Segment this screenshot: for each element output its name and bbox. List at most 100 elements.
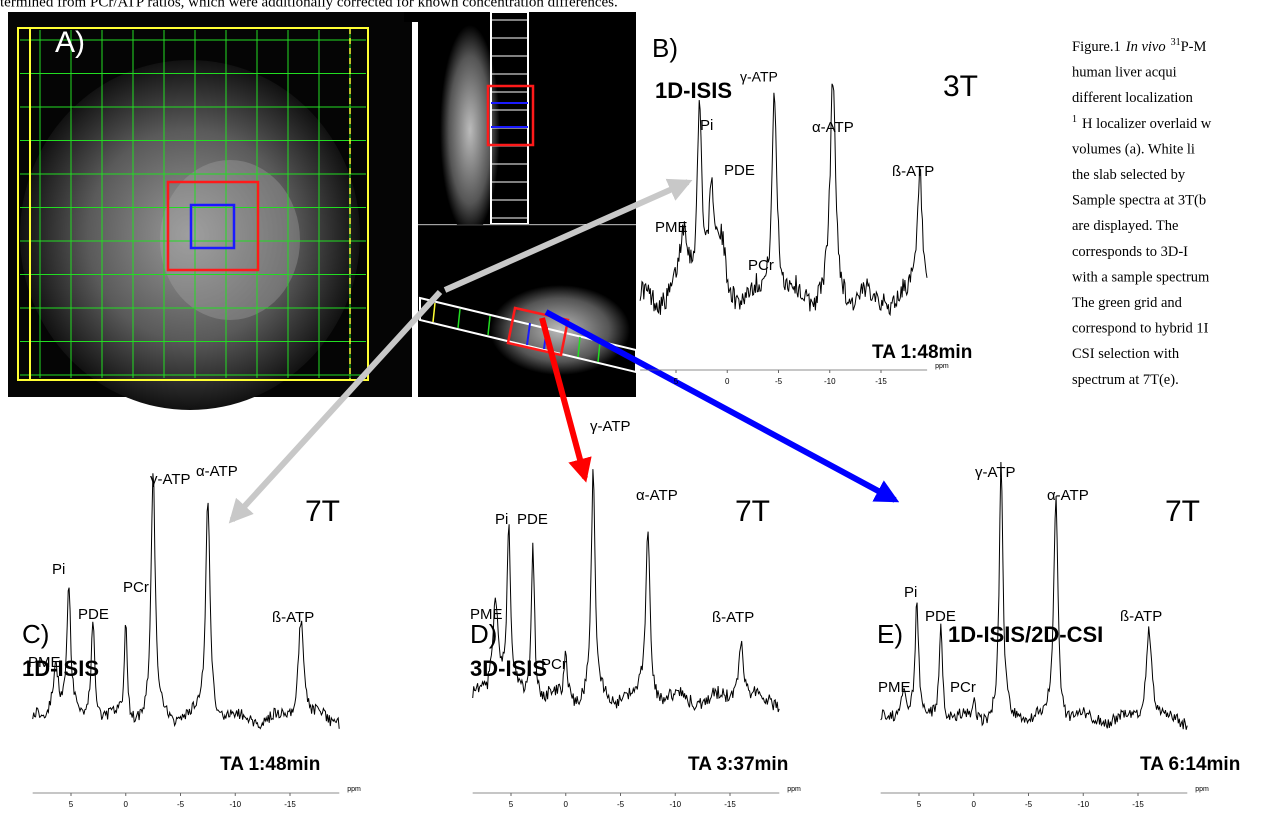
tick-label: 0	[972, 800, 977, 809]
spectrum-panel: B) 1D-ISIS 3T PME Pi PDE PCr γ-ATP α-ATP ß-ATP TA …	[639, 33, 978, 386]
spectrum-panel: E) 1D-ISIS/2D-CSI 7T PME Pi PDE PCr γ-ATP α-ATP ß…	[877, 461, 1240, 809]
peak-label: PME	[470, 606, 503, 623]
tick-label: 5	[69, 800, 74, 809]
axis-unit: ppm	[1195, 786, 1209, 793]
tick-label: -15	[1132, 800, 1144, 809]
caption-text: In vivo	[1125, 39, 1166, 55]
peak-label: PDE	[724, 162, 755, 179]
peak-label: ß-ATP	[712, 609, 754, 626]
peak-label: α-ATP	[636, 487, 678, 504]
caption-text: are displayed. The	[1072, 219, 1178, 235]
peak-label: PDE	[78, 606, 109, 623]
caption-text: CSI selection with	[1072, 347, 1180, 363]
tick-label: -5	[775, 377, 783, 386]
arrows	[228, 178, 900, 524]
peak-label: PME	[878, 679, 911, 696]
peak-label: PCr	[541, 656, 567, 673]
tick-label: 5	[917, 800, 922, 809]
caption-text: volumes (a). White li	[1072, 142, 1195, 158]
peak-label: ß-ATP	[892, 163, 934, 180]
tick-label: -15	[284, 800, 296, 809]
peak-label: PCr	[950, 679, 976, 696]
peak-label: Pi	[52, 561, 65, 578]
method: 3D-ISIS	[470, 656, 547, 681]
caption-text: correspond to hybrid 1I	[1072, 321, 1209, 337]
spectrum-line	[880, 461, 1188, 730]
spectrum-line	[472, 469, 780, 713]
caption-text: different localization	[1072, 91, 1194, 107]
field-strength: 7T	[305, 495, 340, 528]
top-text: termined from PCr/ATP ratios, which were…	[0, 0, 618, 10]
peak-label: PCr	[748, 257, 774, 274]
axis-unit: ppm	[787, 786, 801, 793]
peak-label: γ-ATP	[590, 418, 631, 435]
tick-label: 0	[725, 377, 730, 386]
tick-label: -5	[617, 800, 625, 809]
peak-label: Pi	[700, 117, 713, 134]
tick-label: 5	[509, 800, 514, 809]
tick-label: -5	[1025, 800, 1033, 809]
tick-label: 5	[674, 377, 679, 386]
tick-label: -10	[1077, 800, 1089, 809]
caption-text: spectrum at 7T(e).	[1072, 372, 1179, 388]
caption-text: Sample spectra at 3T(b	[1072, 193, 1206, 209]
acquisition-time: TA 3:37min	[688, 754, 788, 775]
tick-label: -15	[724, 800, 736, 809]
peak-label: PME	[28, 654, 61, 671]
caption-text: corresponds to 3D-I	[1072, 244, 1188, 260]
caption-text: with a sample spectrum	[1072, 270, 1210, 286]
peak-label: PDE	[517, 511, 548, 528]
field-strength: 7T	[1165, 495, 1200, 528]
peak-label: α-ATP	[812, 119, 854, 136]
caption-text: P-M	[1181, 39, 1207, 55]
panel-label: E)	[877, 619, 903, 649]
peak-label: γ-ATP	[150, 471, 191, 488]
tick-label: -10	[229, 800, 241, 809]
peak-label: α-ATP	[196, 463, 238, 480]
panel-label: B)	[652, 33, 678, 63]
acquisition-time: TA 6:14min	[1140, 754, 1240, 775]
caption-text: human liver acqui	[1072, 65, 1177, 81]
tick-label: 0	[124, 800, 129, 809]
peak-label: PME	[655, 219, 688, 236]
spectrum-panel: C) 1D-ISIS 7T PME Pi PDE PCr γ-ATP α-ATP ß-ATP TA …	[22, 463, 361, 809]
tick-label: 0	[564, 800, 569, 809]
peak-label: ß-ATP	[272, 609, 314, 626]
caption-text: 1	[1072, 114, 1077, 125]
method: 1D-ISIS/2D-CSI	[948, 622, 1103, 647]
tick-label: -15	[875, 377, 887, 386]
panel-label: C)	[22, 619, 49, 649]
caption-text: 31	[1171, 37, 1181, 48]
peak-label: γ-ATP	[740, 69, 778, 85]
tick-label: -5	[177, 800, 185, 809]
caption: Figure.1 In vivo 31P-M human liver acqui dif…	[1072, 37, 1212, 388]
peak-label: ß-ATP	[1120, 608, 1162, 625]
image-a: A)	[8, 12, 418, 410]
tick-label: -10	[669, 800, 681, 809]
peak-label: PCr	[123, 579, 149, 596]
spectrum-line	[639, 83, 928, 317]
peak-label: Pi	[904, 584, 917, 601]
acquisition-time: TA 1:48min	[872, 342, 972, 363]
spectrum-line	[32, 473, 340, 730]
caption-text: the slab selected by	[1072, 167, 1186, 183]
peak-label: PDE	[925, 608, 956, 625]
image-sagittal	[418, 11, 636, 235]
axis-unit: ppm	[935, 363, 949, 370]
peak-label: α-ATP	[1047, 487, 1089, 504]
method: 1D-ISIS	[655, 78, 732, 103]
peak-label: γ-ATP	[975, 464, 1016, 481]
tick-label: -10	[824, 377, 836, 386]
caption-text: Figure.1	[1072, 39, 1121, 55]
caption-text: H localizer overlaid w	[1082, 116, 1212, 132]
peak-label: Pi	[495, 511, 508, 528]
method: 1D-ISIS	[22, 656, 99, 681]
acquisition-time: TA 1:48min	[220, 754, 320, 775]
field-strength: 3T	[943, 70, 978, 103]
field-strength: 7T	[735, 495, 770, 528]
caption-text: The green grid and	[1072, 295, 1183, 311]
axis-unit: ppm	[347, 786, 361, 793]
panel-label: A)	[55, 26, 85, 59]
